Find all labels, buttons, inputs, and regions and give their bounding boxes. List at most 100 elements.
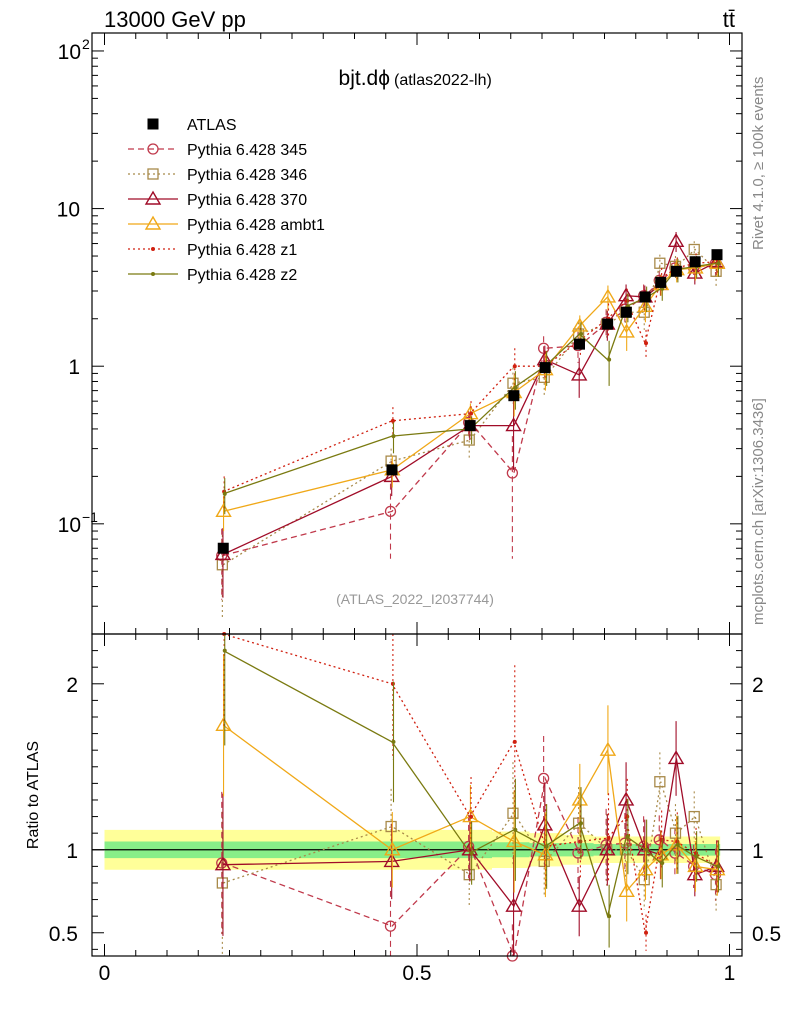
atlas-point [539,362,551,374]
x-tick-label: 0.5 [402,962,431,985]
ratio-point [716,864,721,869]
legend-entry: ATLAS [147,117,237,134]
atlas-point [711,249,723,261]
ratio-point [644,847,649,852]
ratio-point [462,808,479,823]
data-point [512,364,517,369]
series-line [222,239,718,555]
data-point [537,342,550,354]
data-point [618,323,635,338]
ratio-point [617,791,635,806]
ratio-point [537,846,554,861]
analysis-id: (ATLAS_2022_I2037744) [336,591,494,607]
atlas-point [602,318,614,330]
data-point [579,332,583,337]
mcplots-label: mcplots.cern.ch [arXiv:1306.3436] [750,398,767,625]
ratio-point [675,839,680,844]
atlas-point [670,265,682,277]
ratio-point [505,833,523,848]
data-point [505,417,522,432]
ratio-point [216,877,229,889]
ratio-point [654,776,666,788]
data-point [506,467,519,479]
atlas-point [217,542,229,554]
data-point [667,232,685,248]
ratio-point [469,851,474,856]
ratio-point [391,739,396,744]
ratio-point [571,791,589,806]
ratio-y-tick-label: 0.5 [49,923,78,946]
ratio-point [668,836,685,851]
legend-entry: Pythia 6.428 345 [128,142,307,159]
ratio-point [686,866,704,881]
data-point [513,385,518,390]
atlas-point [386,464,398,476]
legend-marker [151,247,155,251]
ratio-point [544,844,549,849]
legend-entry: Pythia 6.428 370 [128,190,307,209]
ratio-point [599,841,616,856]
data-point [571,317,589,332]
ratio-y-tick-label-right: 1 [752,840,764,863]
series-atlas [217,249,723,554]
ratio-point [653,834,665,846]
ratio-point [618,882,635,897]
ratio-point [687,857,704,873]
ratio-point [537,772,550,785]
ratio-point [644,930,649,935]
upper-panel [214,232,726,619]
atlas-point [655,276,667,288]
data-point [570,366,588,381]
data-point [391,434,396,439]
data-point [686,264,704,279]
chart-subtitle: (atlas2022-lh) [394,72,492,89]
ratio-y-tick-label: 2 [66,674,78,697]
data-point [469,411,474,416]
ratio-point [660,861,665,866]
rivet-label: Rivet 4.1.0, ≥ 100k events [750,77,767,250]
ratio-point [607,914,612,919]
ratio-point [570,897,588,912]
legend-label: Pythia 6.428 345 [187,142,307,159]
data-point [654,257,666,269]
atlas-point [508,390,520,402]
ratio-ylabel: Ratio to ATLAS [25,741,42,849]
ratio-series-pythia-6-428-z2 [222,634,721,948]
ratio-y-tick-label-right: 2 [752,674,764,697]
ratio-point [384,841,401,856]
ratio-point [637,861,654,876]
ratio-point [606,836,611,841]
legend-entry: Pythia 6.428 z1 [128,242,297,259]
ratio-point [659,837,664,842]
ratio-point [385,820,397,833]
ratio-point [599,741,617,756]
y-tick-label: 10 [58,514,81,537]
ratio-point [578,839,583,844]
ratio-point [513,827,518,832]
energy-label: 13000 GeV pp [104,7,246,32]
data-point [463,434,475,446]
ratio-point [667,750,685,765]
y-tick-exponent: −1 [82,509,98,525]
ratio-point [384,920,397,932]
ratio-point [572,847,584,859]
ratio-point [222,648,227,653]
ratio-point [694,854,699,859]
ratio-point [709,861,726,876]
ratio-series-pythia-6-428-346 [216,752,722,955]
legend-entry: Pythia 6.428 ambt1 [128,215,325,234]
atlas-point [689,256,701,268]
ratio-series-pythia-6-428-ambt1 [215,654,726,922]
ratio-point [215,716,232,731]
legend-label: Pythia 6.428 z2 [187,267,297,284]
ratio-point [579,821,583,826]
y-tick-label: 10 [57,199,80,222]
legend-marker [147,168,159,180]
x-tick-label: 1 [724,962,736,985]
y-tick-label: 1 [68,356,80,379]
ratio-point [390,681,395,686]
data-point [599,288,617,303]
ratio-point [512,739,517,744]
